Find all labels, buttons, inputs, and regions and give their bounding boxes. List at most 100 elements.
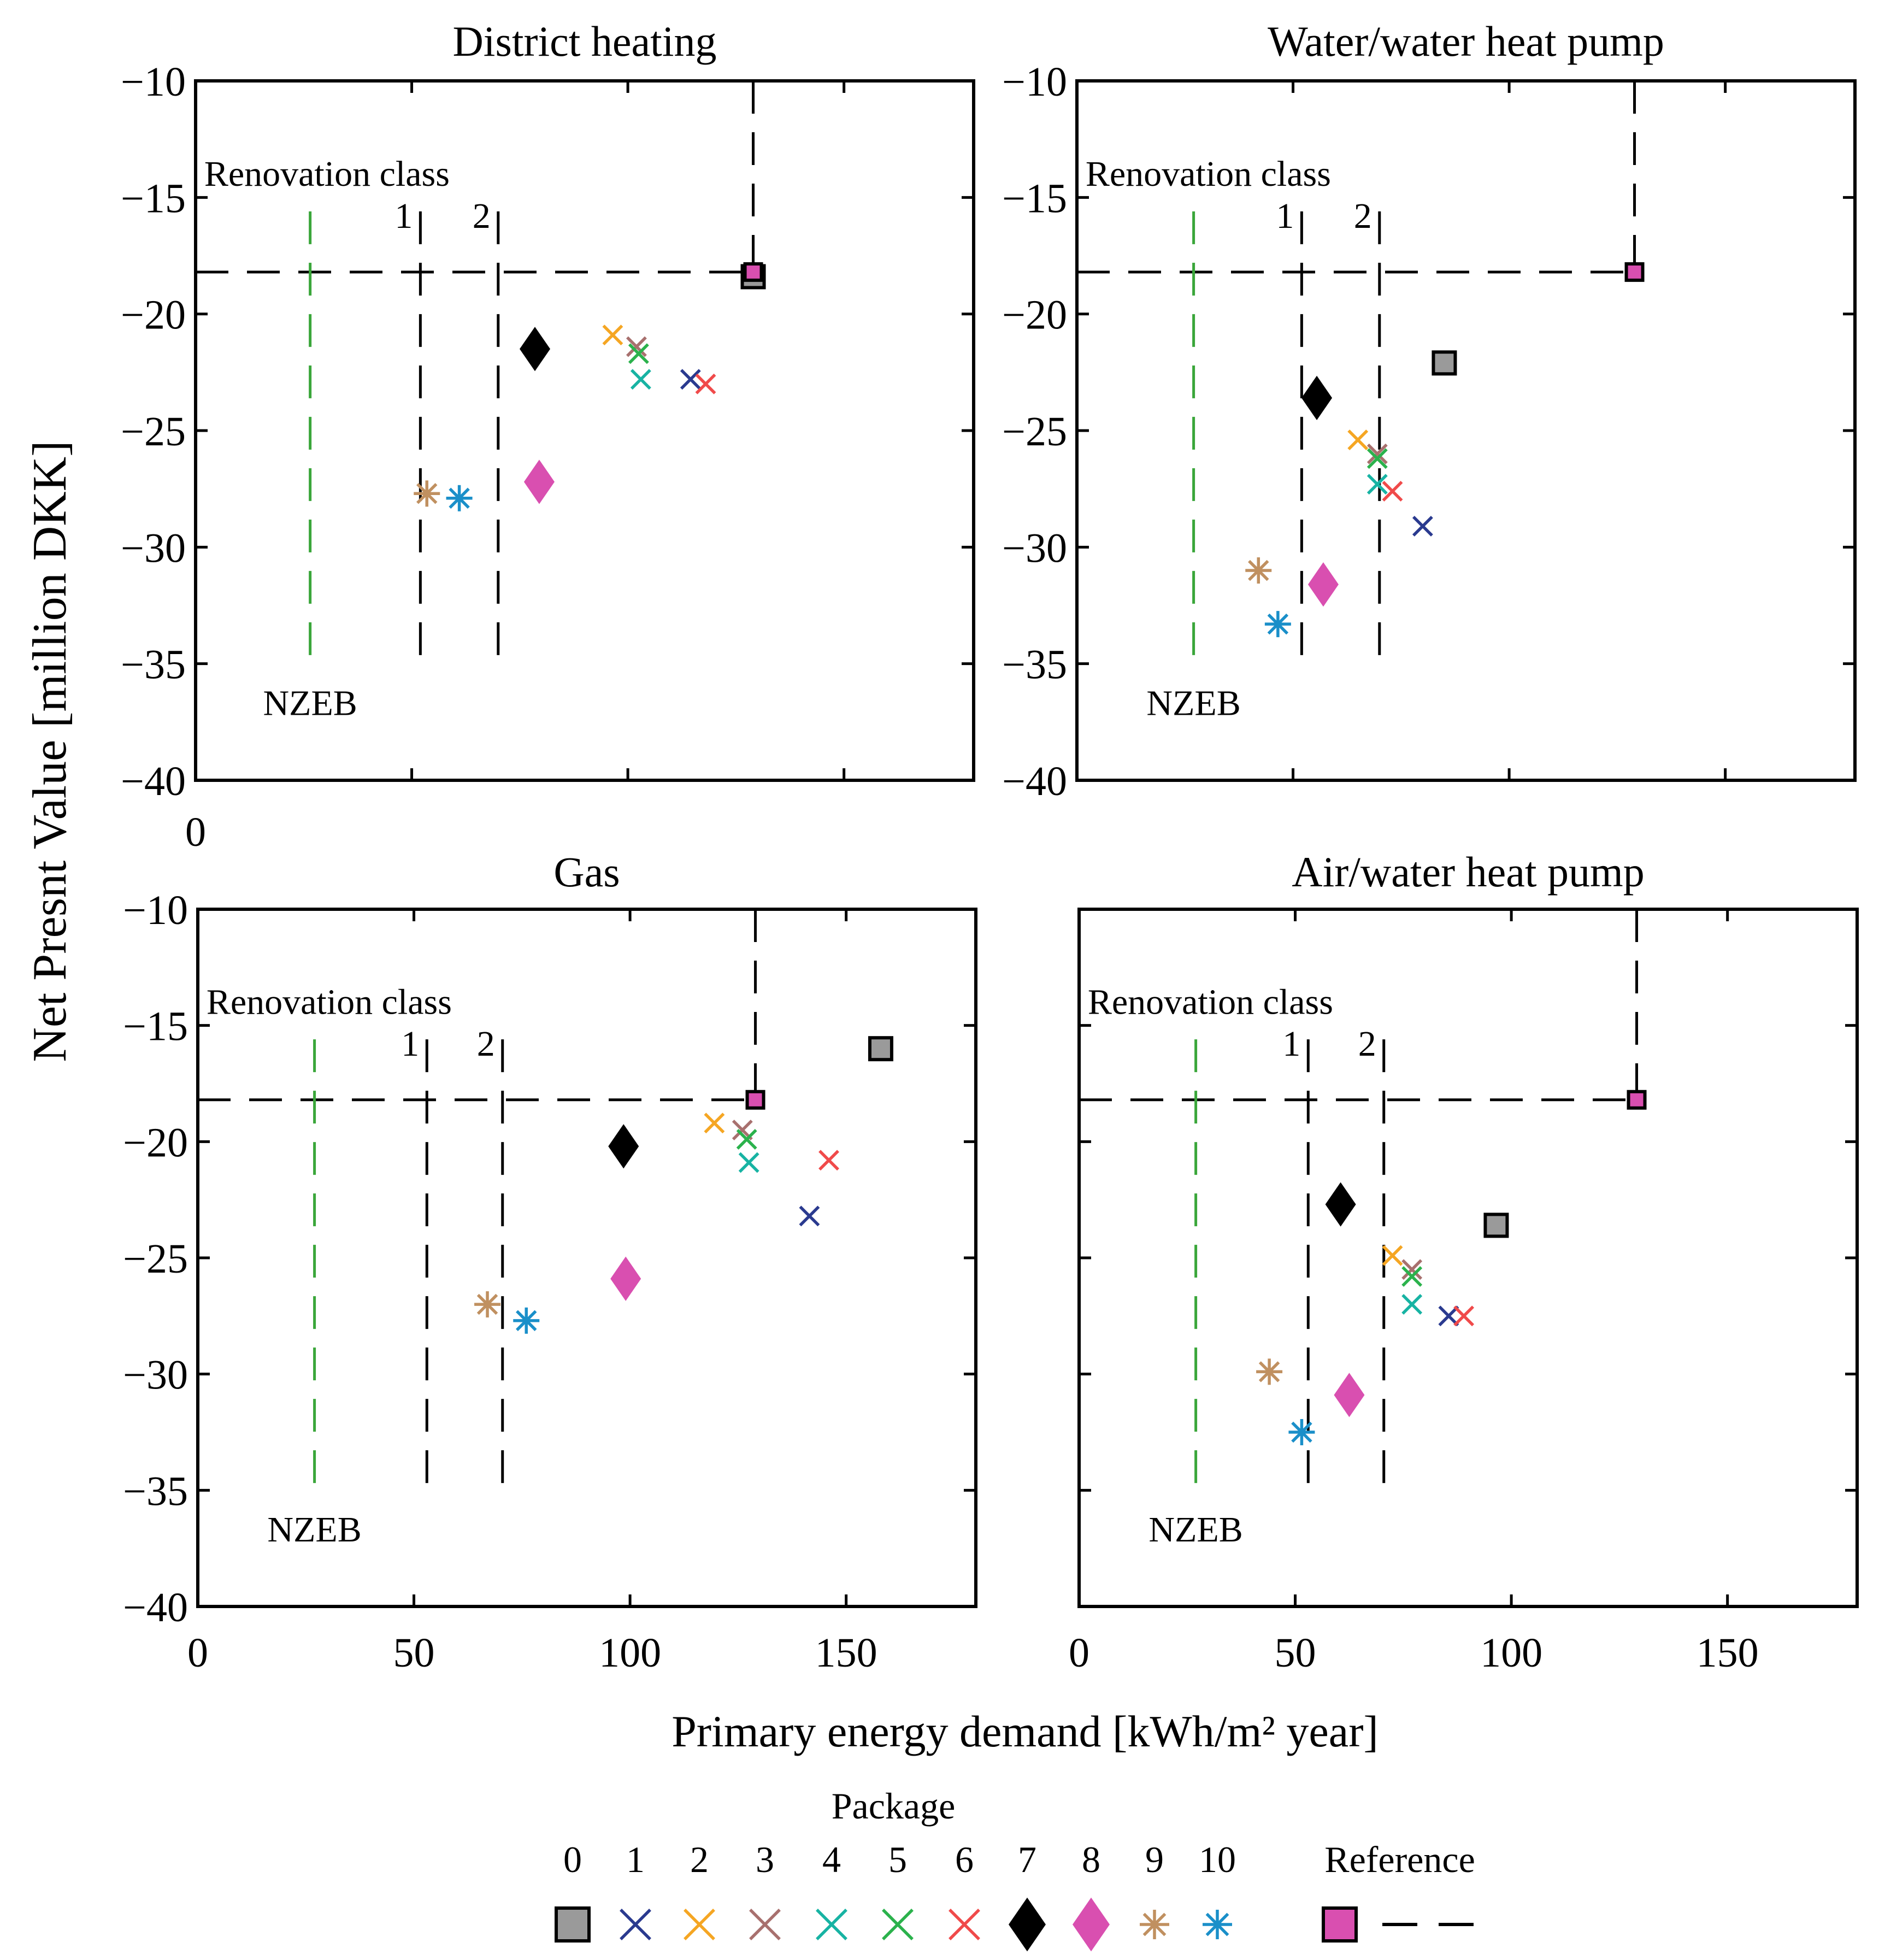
data-point-package-10	[1288, 1419, 1315, 1445]
nzeb-label: NZEB	[1148, 1510, 1242, 1550]
y-tick-label: −10	[121, 59, 186, 105]
legend-reference-label: Reference	[1324, 1839, 1475, 1880]
x-tick-label: 150	[1697, 1630, 1759, 1676]
renovation-class-label: Renovation class	[207, 982, 452, 1022]
legend-marker-6-x-icon	[949, 1909, 980, 1940]
data-point-package-9	[414, 480, 440, 507]
data-point-package-9	[1245, 557, 1272, 584]
data-point-package-6	[1382, 480, 1403, 502]
y-tick-label: −35	[1002, 642, 1067, 688]
y-tick-label: −35	[121, 642, 186, 688]
y-tick-label: −10	[1002, 59, 1067, 105]
legend-reference-marker	[1322, 1906, 1358, 1943]
data-point-package-1	[1438, 1305, 1459, 1327]
x-tick-label: 0	[187, 1630, 208, 1676]
data-point-package-4	[738, 1152, 759, 1173]
legend-package-label: 9	[1145, 1839, 1164, 1880]
data-point-package-10	[446, 485, 473, 511]
class-2-label: 2	[473, 196, 491, 236]
panel-title: Air/water heat pump	[1292, 848, 1644, 896]
data-point-package-9	[474, 1291, 501, 1318]
class-2-label: 2	[1354, 196, 1372, 236]
y-tick-label: −20	[123, 1120, 188, 1166]
x-axis-label: Primary energy demand [kWh/m² year]	[672, 1706, 1379, 1756]
y-axis-label: Net Presnt Value [million DKK]	[23, 440, 76, 1062]
data-point-package-6	[818, 1150, 839, 1171]
class-1-label: 1	[401, 1024, 419, 1064]
legend-package-label: 1	[626, 1839, 645, 1880]
class-1-label: 1	[1276, 196, 1294, 236]
nzeb-label: NZEB	[263, 684, 357, 723]
y-tick-label: −30	[123, 1352, 188, 1398]
legend-title: Package	[832, 1785, 956, 1827]
data-point-package-5	[1366, 448, 1388, 469]
data-point-package-0	[1432, 350, 1457, 376]
legend-marker-0-square-icon	[555, 1906, 591, 1943]
legend-package-label: 0	[563, 1839, 582, 1880]
data-point-package-5	[628, 343, 649, 364]
y-tick-label: −40	[123, 1585, 188, 1631]
data-point-package-4	[1366, 474, 1388, 495]
y-tick-label: −25	[1002, 409, 1067, 455]
legend-package-label: 10	[1199, 1839, 1236, 1880]
legend-package-label: 5	[888, 1839, 907, 1880]
x-tick-label: 0	[1069, 1630, 1089, 1676]
y-tick-label: −30	[1002, 525, 1067, 571]
class-2-label: 2	[1358, 1024, 1376, 1064]
data-point-package-9	[1256, 1358, 1283, 1385]
renovation-class-label: Renovation class	[1086, 154, 1331, 194]
y-tick-label: −25	[123, 1236, 188, 1282]
data-point-package-0	[868, 1036, 893, 1062]
reference-point	[1624, 262, 1645, 282]
stray-zero-label: 0	[185, 809, 206, 855]
data-point-package-2	[1382, 1245, 1403, 1266]
data-point-package-8	[523, 460, 555, 504]
legend-items: 0 1 2 3 4 5 6 7 8 9 10	[555, 1839, 1236, 1952]
data-point-package-10	[513, 1307, 540, 1334]
data-point-package-8	[610, 1256, 641, 1301]
reference-point	[1627, 1090, 1647, 1110]
legend-reference	[1322, 1906, 1474, 1943]
renovation-class-label: Renovation class	[1088, 982, 1333, 1022]
class-1-label: 1	[394, 196, 413, 236]
data-point-package-5	[736, 1129, 757, 1150]
y-tick-label: −20	[121, 292, 186, 338]
nzeb-label: NZEB	[1146, 684, 1240, 723]
data-point-package-2	[704, 1113, 725, 1134]
legend-marker-3-x-icon	[749, 1909, 781, 1940]
panel-gas: Gas −10 −15 −20 −25 −30 −35 −400 50 100 150 Renovat…	[123, 848, 977, 1676]
legend-marker-2-x-icon	[684, 1909, 715, 1940]
reference-point	[743, 262, 763, 282]
y-tick-label: −30	[121, 525, 186, 571]
legend-marker-7-diamond-icon	[1009, 1897, 1046, 1952]
data-point-package-3	[626, 336, 647, 357]
data-point-package-10	[1264, 611, 1291, 638]
panel-water-water-heat-pump: Water/water heat pump −10 −15 −20 −25 −30 −35 −…	[1002, 17, 1857, 804]
legend-package-label: 6	[955, 1839, 974, 1880]
y-tick-label: −10	[123, 887, 188, 933]
y-tick-label: −15	[121, 175, 186, 221]
class-1-label: 1	[1282, 1024, 1300, 1064]
legend-package-label: 3	[756, 1839, 774, 1880]
data-point-package-4	[630, 369, 651, 390]
y-tick-label: −40	[1002, 758, 1067, 804]
y-tick-label: −15	[123, 1004, 188, 1050]
data-point-package-6	[1453, 1305, 1475, 1327]
x-tick-label: 100	[599, 1630, 661, 1676]
x-tick-label: 100	[1480, 1630, 1542, 1676]
y-tick-label: −35	[123, 1468, 188, 1514]
legend-marker-5-x-icon	[882, 1909, 914, 1940]
class-2-label: 2	[477, 1024, 495, 1064]
reference-point	[745, 1090, 765, 1110]
legend-package-label: 2	[690, 1839, 709, 1880]
data-point-package-7	[1301, 375, 1333, 420]
data-point-package-1	[1412, 515, 1433, 537]
y-tick-label: −15	[1002, 175, 1067, 221]
legend: Package 0 1 2 3 4 5 6 7 8 9 10 Reference	[555, 1785, 1475, 1952]
panel-air-water-heat-pump: Air/water heat pump 0 50 100 150 Renovation c…	[1069, 848, 1859, 1676]
x-tick-label: 50	[1275, 1630, 1316, 1676]
data-point-package-7	[608, 1124, 639, 1169]
data-point-package-8	[1307, 562, 1339, 607]
data-point-package-5	[1401, 1266, 1423, 1287]
